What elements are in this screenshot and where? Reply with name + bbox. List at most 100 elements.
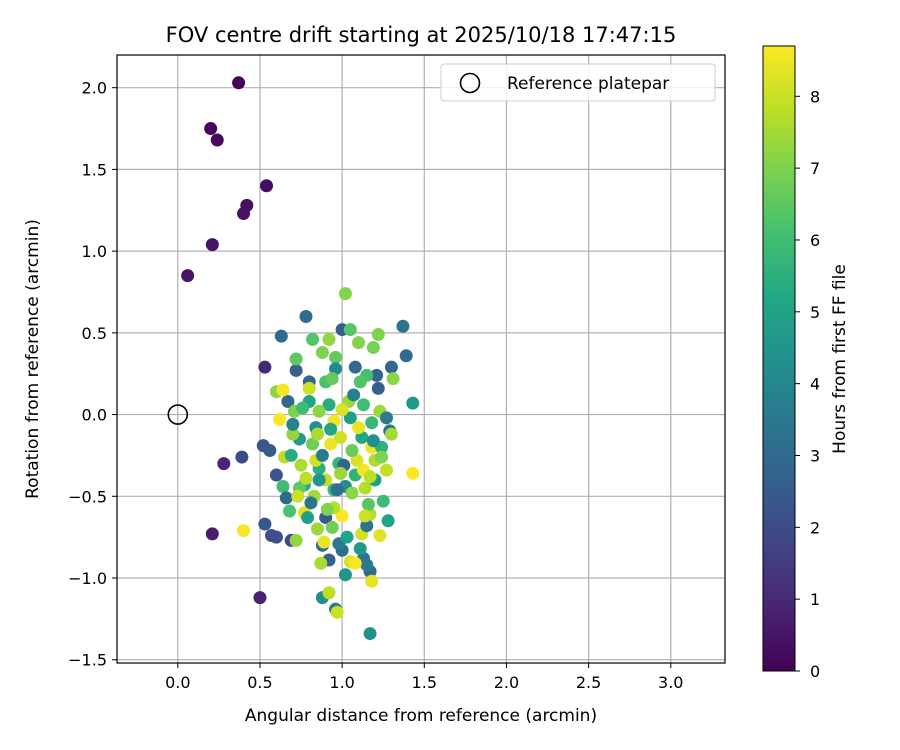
legend: Reference platepar bbox=[440, 63, 716, 102]
data-point bbox=[317, 535, 331, 549]
data-point bbox=[399, 349, 413, 363]
data-point bbox=[406, 466, 420, 480]
data-point bbox=[232, 76, 246, 90]
colorbar-tick-label: 8 bbox=[810, 87, 820, 106]
data-point bbox=[329, 362, 343, 376]
data-point bbox=[314, 556, 328, 570]
data-point bbox=[396, 319, 410, 333]
data-point bbox=[347, 388, 361, 402]
data-point bbox=[365, 574, 379, 588]
data-point bbox=[406, 396, 420, 410]
data-point bbox=[269, 530, 283, 544]
data-point bbox=[253, 591, 267, 605]
colorbar-tick-label: 3 bbox=[810, 446, 820, 465]
data-point bbox=[274, 329, 288, 343]
data-point bbox=[258, 517, 272, 531]
data-point bbox=[360, 519, 374, 533]
plot-frame bbox=[116, 54, 726, 664]
legend-box bbox=[440, 63, 716, 102]
data-point bbox=[312, 473, 326, 487]
x-tick-label: 0.5 bbox=[247, 673, 272, 692]
data-point bbox=[205, 238, 219, 252]
data-point bbox=[358, 481, 372, 495]
colorbar-tick-label: 4 bbox=[810, 375, 820, 394]
data-point bbox=[286, 427, 300, 441]
data-point bbox=[375, 450, 389, 464]
x-tick-label: 0.0 bbox=[165, 673, 190, 692]
data-point bbox=[373, 529, 387, 543]
data-point bbox=[379, 463, 393, 477]
data-point bbox=[335, 403, 349, 417]
y-tick-label: 1.5 bbox=[82, 160, 107, 179]
data-point bbox=[338, 568, 352, 582]
data-point bbox=[302, 381, 316, 395]
data-point bbox=[358, 509, 372, 523]
data-point bbox=[258, 360, 272, 374]
data-point bbox=[330, 605, 344, 619]
data-point bbox=[348, 360, 362, 374]
data-point bbox=[333, 430, 347, 444]
colorbar-tick-label: 6 bbox=[810, 231, 820, 250]
y-tick-label: 1.0 bbox=[82, 242, 107, 261]
data-point bbox=[235, 450, 249, 464]
data-point bbox=[335, 509, 349, 523]
data-point bbox=[384, 360, 398, 374]
chart-title: FOV centre drift starting at 2025/10/18 … bbox=[166, 23, 677, 47]
data-point bbox=[348, 556, 362, 570]
y-tick-label: 0.0 bbox=[82, 406, 107, 425]
data-point bbox=[353, 375, 367, 389]
data-point bbox=[237, 207, 251, 221]
data-point bbox=[371, 381, 385, 395]
data-point bbox=[371, 327, 385, 341]
data-point bbox=[310, 522, 324, 536]
data-point bbox=[306, 332, 320, 346]
data-point bbox=[296, 401, 310, 415]
data-point bbox=[324, 437, 338, 451]
legend-reference-icon bbox=[459, 72, 481, 94]
x-tick-label: 2.0 bbox=[494, 673, 519, 692]
data-point bbox=[345, 444, 359, 458]
data-point bbox=[269, 468, 283, 482]
data-point bbox=[281, 394, 295, 408]
data-point bbox=[360, 558, 374, 572]
data-point bbox=[306, 437, 320, 451]
colorbar-tick-label: 5 bbox=[810, 303, 820, 322]
data-point bbox=[291, 489, 305, 503]
data-point bbox=[325, 520, 339, 534]
y-tick-label: −1.5 bbox=[68, 651, 107, 670]
data-point bbox=[324, 422, 338, 436]
y-tick-label: 0.5 bbox=[82, 324, 107, 343]
grid-lines bbox=[117, 55, 725, 663]
data-point bbox=[289, 352, 303, 366]
data-point bbox=[260, 179, 274, 193]
y-tick-label: −0.5 bbox=[68, 487, 107, 506]
data-point bbox=[379, 411, 393, 425]
data-point bbox=[333, 466, 347, 480]
data-point bbox=[320, 502, 334, 516]
y-axis-ticks: −1.5 −1.0 −0.5 0.0 0.5 1.0 1.5 2.0 bbox=[68, 79, 117, 670]
colorbar-tick-label: 7 bbox=[810, 159, 820, 178]
data-point bbox=[352, 336, 366, 350]
data-point bbox=[386, 372, 400, 386]
data-point bbox=[276, 479, 290, 493]
data-point bbox=[350, 453, 364, 467]
data-point bbox=[376, 494, 390, 508]
data-point bbox=[325, 372, 339, 386]
data-point bbox=[237, 524, 251, 538]
scatter-points bbox=[181, 76, 420, 641]
reference-platepar-marker bbox=[167, 404, 189, 425]
colorbar-ticks: 0 1 2 3 4 5 6 7 8 bbox=[795, 87, 820, 681]
data-point bbox=[289, 533, 303, 547]
x-tick-label: 2.5 bbox=[576, 673, 601, 692]
colorbar-gradient bbox=[762, 45, 796, 672]
data-point bbox=[343, 411, 357, 425]
data-point bbox=[330, 483, 344, 497]
colorbar-label: Hours from first FF file bbox=[830, 264, 850, 454]
data-point bbox=[181, 269, 195, 283]
data-point bbox=[363, 470, 377, 484]
data-point bbox=[355, 430, 369, 444]
data-point bbox=[205, 527, 219, 541]
data-point bbox=[343, 323, 357, 337]
data-point bbox=[366, 434, 380, 448]
x-tick-label: 3.0 bbox=[658, 673, 683, 692]
